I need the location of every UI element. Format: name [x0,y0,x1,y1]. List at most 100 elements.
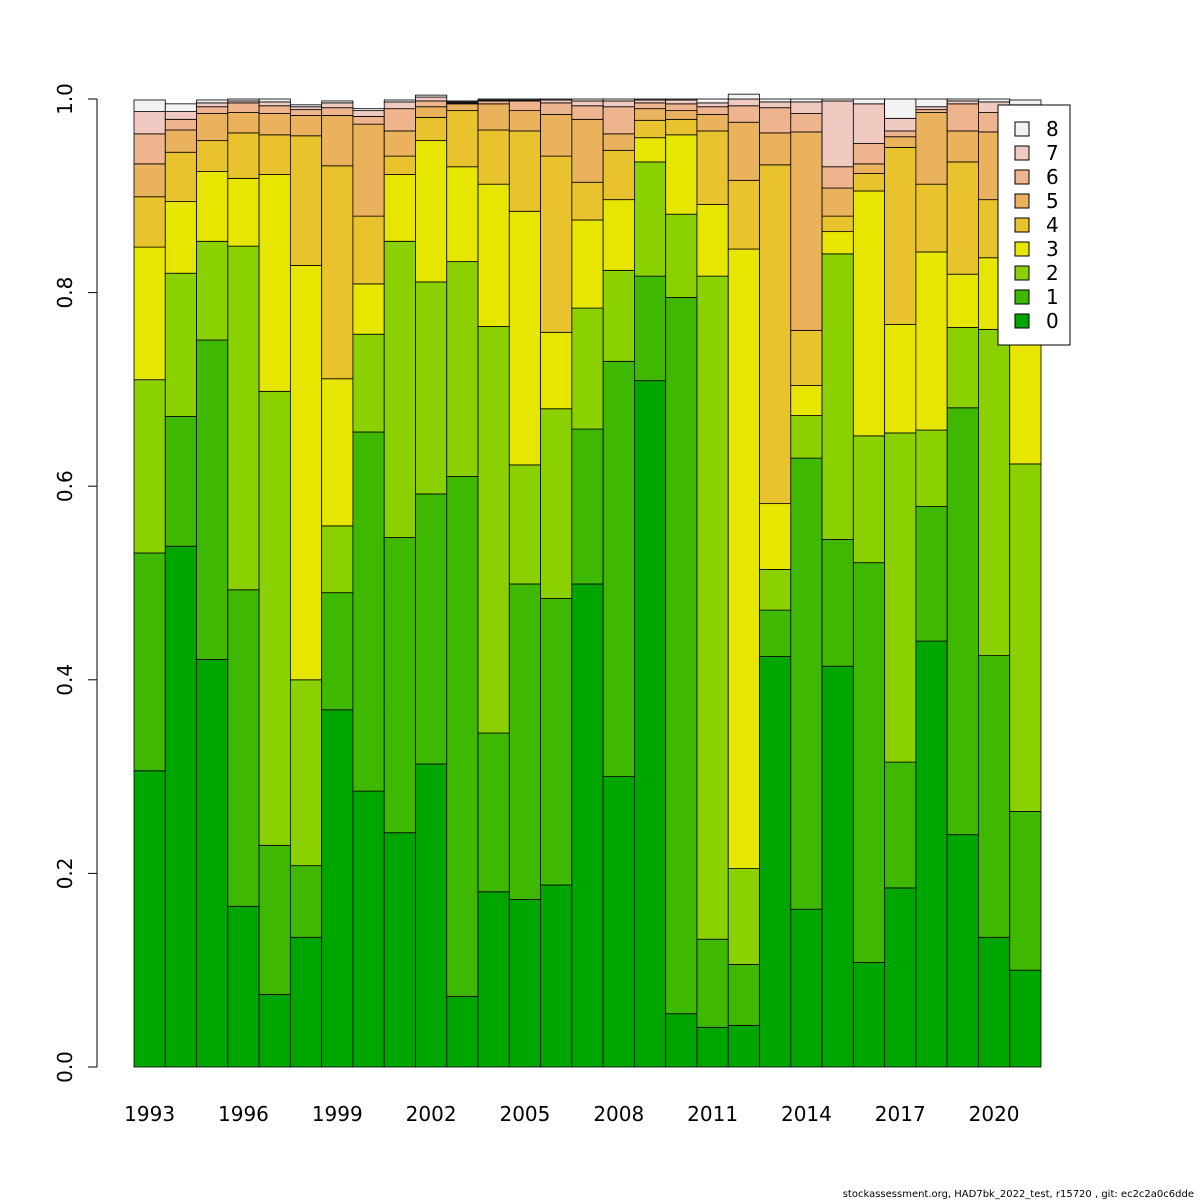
bar-segment-2002-age-0 [415,763,448,1068]
bar-segment-2018-age-7 [915,106,948,111]
bar-segment-1997-age-3 [258,174,291,392]
bar-segment-1998-age-3 [289,265,323,681]
bar-segment-2011-age-8 [696,98,729,104]
x-tick-label: 2014 [781,1102,832,1126]
legend-label-2: 2 [1046,261,1059,285]
bar-segment-1996-age-2 [227,245,260,591]
bar-segment-2006-age-4 [540,155,573,333]
bar-segment-2013-age-2 [759,569,792,611]
bar-segment-2017-age-3 [884,324,917,434]
legend-label-4: 4 [1046,213,1059,237]
bar-segment-2010-age-6 [665,103,698,112]
bar-segment-2000-age-5 [352,123,385,217]
bar-segment-2015-age-1 [821,539,854,667]
bar-segment-2007-age-0 [571,583,604,1068]
bar-segment-2006-age-1 [540,598,573,886]
bar-segment-2007-age-2 [571,307,604,430]
bar-segment-1993-age-3 [133,246,166,381]
bar-segment-2009-age-1 [634,275,667,382]
bar-segment-2014-age-8 [790,98,823,103]
x-tick-label: 2017 [875,1102,926,1126]
bar-segment-1995-age-8 [196,99,229,104]
bar-segment-1994-age-5 [164,129,197,153]
bar-segment-2015-age-7 [821,100,854,168]
bar-segment-2019-age-8 [946,98,979,102]
bar-segment-2002-age-8 [415,94,448,98]
bar-segment-2016-age-8 [852,98,886,105]
bar-segment-2008-age-6 [602,106,635,135]
bar-segment-2010-age-1 [665,297,698,1015]
legend-swatch-1 [1014,289,1030,305]
bar-segment-1996-age-6 [227,102,260,113]
bar-segment-2008-age-4 [602,149,635,201]
bar-segment-2004-age-3 [477,183,510,327]
bar-segment-2019-age-7 [946,100,979,105]
legend-box [997,104,1071,346]
bar-segment-2006-age-8 [540,98,573,101]
bar-segment-2005-age-6 [508,100,541,112]
bar-segment-1999-age-0 [321,709,354,1068]
bar-segment-2018-age-0 [915,640,948,1068]
bar-segment-2012-age-3 [727,248,760,869]
bar-segment-2012-age-5 [727,121,760,181]
bar-segment-2000-age-7 [352,110,385,117]
y-tick-label: 0.0 [53,1051,77,1083]
bar-segment-2000-age-3 [352,283,385,335]
bar-segment-2007-age-8 [571,98,604,102]
bar-segment-1998-age-5 [289,115,323,137]
bar-segment-2003-age-8 [446,100,479,103]
bar-segment-2014-age-1 [790,457,823,910]
bar-segment-2004-age-5 [477,103,510,131]
bar-segment-1995-age-3 [196,171,229,242]
y-tick-label: 1.0 [53,83,77,115]
bar-segment-1997-age-7 [258,101,291,107]
bar-segment-2003-age-1 [446,476,479,997]
bar-segment-2012-age-1 [727,963,760,1026]
bar-segment-2000-age-0 [352,790,385,1068]
bar-segment-2018-age-5 [915,112,948,185]
bar-segment-2009-age-4 [634,119,667,139]
bar-segment-2009-age-6 [634,102,667,110]
bar-segment-2021-age-8 [1009,99,1042,106]
y-tick-label: 0.6 [53,470,77,502]
bar-segment-2018-age-8 [915,98,948,108]
bar-segment-1997-age-8 [258,98,291,103]
bar-segment-2018-age-1 [915,506,948,642]
bar-segment-2014-age-3 [790,385,823,416]
bar-segment-2017-age-1 [884,761,917,889]
bar-segment-1997-age-6 [258,105,291,114]
bar-segment-2008-age-0 [602,776,635,1068]
bar-segment-2008-age-8 [602,98,635,102]
bar-segment-2015-age-3 [821,231,854,255]
bar-segment-1993-age-0 [133,770,166,1068]
bar-segment-2012-age-4 [727,179,760,250]
bar-segment-1993-age-5 [133,163,166,198]
bar-segment-2010-age-2 [665,213,698,298]
bar-segment-1994-age-2 [164,272,197,417]
bar-segment-2013-age-6 [759,107,792,134]
bar-segment-2010-age-8 [665,98,698,101]
legend-swatch-2 [1014,265,1030,281]
bar-segment-2011-age-5 [696,114,729,132]
bar-segment-2019-age-6 [946,103,979,132]
bar-segment-2014-age-5 [790,131,823,331]
legend-swatch-3 [1014,241,1030,257]
bar-segment-2008-age-3 [602,199,635,271]
bar-segment-2009-age-5 [634,108,667,121]
bar-segment-1993-age-7 [133,111,166,135]
x-tick-label: 2005 [499,1102,550,1126]
bar-segment-2016-age-7 [852,103,886,144]
bar-segment-2008-age-2 [602,269,635,362]
bar-segment-2018-age-3 [915,251,948,431]
bar-segment-1995-age-6 [196,106,229,114]
x-tick-label: 2002 [406,1102,457,1126]
bar-segment-2000-age-4 [352,215,385,285]
bar-segment-2003-age-5 [446,103,479,112]
bar-segment-2014-age-0 [790,908,823,1068]
bar-segment-1996-age-3 [227,177,260,247]
bar-segment-2019-age-2 [946,327,979,409]
bar-segment-2010-age-0 [665,1013,698,1068]
bar-segment-2021-age-2 [1009,463,1042,812]
bar-segment-2003-age-2 [446,261,479,477]
bar-segment-2004-age-2 [477,326,510,734]
